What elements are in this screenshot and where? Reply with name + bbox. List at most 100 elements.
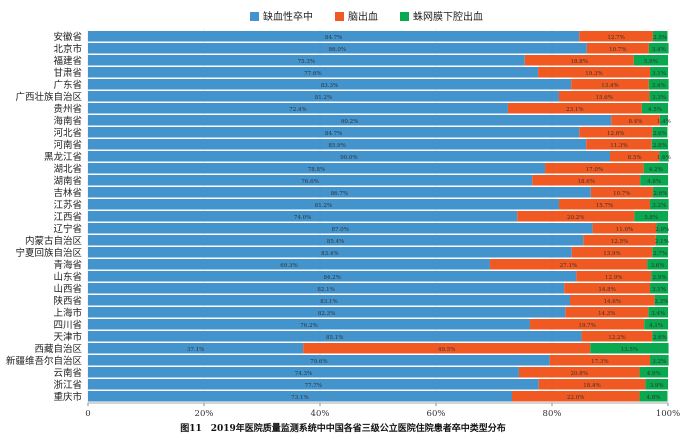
- bar-segment: [538, 67, 651, 78]
- data-label: 11.3%: [610, 143, 627, 149]
- bar-segment: [652, 127, 668, 138]
- data-label: 86.0%: [329, 47, 346, 53]
- data-label: 4.2%: [649, 167, 663, 173]
- data-label: 12.6%: [607, 131, 624, 137]
- category-label: 海南省: [53, 115, 82, 127]
- data-label: 4.5%: [648, 107, 662, 113]
- bar-segment: [88, 367, 519, 378]
- bar-segment: [586, 139, 652, 150]
- data-label: 14.3%: [598, 311, 615, 317]
- data-label: 81.2%: [315, 95, 332, 101]
- bar-segment: [507, 103, 642, 114]
- bar-segment: [571, 247, 653, 258]
- data-label: 12.7%: [607, 35, 624, 41]
- data-label: 2.3%: [654, 299, 668, 305]
- bar-segment: [88, 283, 565, 294]
- bar-segment: [579, 31, 653, 42]
- data-label: 85.9%: [328, 143, 345, 149]
- data-label: 10.7%: [609, 47, 626, 53]
- bar-segment: [571, 79, 649, 90]
- bar-segment: [648, 43, 669, 54]
- data-label: 3.6%: [651, 263, 665, 269]
- data-label: 14.8%: [598, 287, 615, 293]
- bar-segment: [640, 175, 668, 186]
- data-label: 79.6%: [310, 359, 327, 365]
- category-label: 陕西省: [53, 295, 82, 307]
- bar-segment: [88, 31, 580, 42]
- data-label: 73.1%: [291, 395, 308, 401]
- data-label: 2.0%: [655, 227, 669, 233]
- bar-segment: [654, 295, 668, 306]
- bar-segment: [643, 163, 668, 174]
- category-label: 北京市: [53, 43, 82, 55]
- bar-segment: [538, 379, 646, 390]
- legend-swatch: [250, 12, 259, 21]
- category-label: 广西壮族自治区: [15, 91, 82, 103]
- x-tick-label: 60%: [427, 409, 446, 419]
- bar-segment: [529, 319, 645, 330]
- category-label: 湖北省: [53, 163, 82, 175]
- data-label: 69.3%: [280, 263, 297, 269]
- category-label: 吉林省: [53, 187, 82, 199]
- legend-label: 缺血性卒中: [263, 10, 313, 23]
- data-label: 3.9%: [650, 383, 664, 389]
- bar-segment: [611, 115, 660, 126]
- category-label: 甘肃省: [53, 67, 82, 79]
- bar-segment: [88, 343, 304, 354]
- bar-segment: [88, 235, 584, 246]
- bar-segment: [639, 367, 668, 378]
- bar-segment: [511, 391, 640, 402]
- bar-segment: [581, 331, 653, 342]
- bar-segment: [88, 163, 546, 174]
- data-label: 2.1%: [655, 239, 669, 245]
- bar-segment: [518, 367, 640, 378]
- bar-segment: [648, 79, 669, 90]
- data-label: 75.3%: [298, 59, 315, 65]
- bar-segment: [558, 91, 650, 102]
- data-label: 15.7%: [596, 203, 613, 209]
- category-label: 福建省: [53, 55, 82, 67]
- bar-segment: [659, 151, 669, 162]
- data-label: 18.6%: [577, 179, 594, 185]
- category-label: 云南省: [53, 367, 82, 379]
- bar-segment: [88, 211, 518, 222]
- category-label: 内蒙古自治区: [25, 235, 83, 247]
- data-label: 83.1%: [320, 299, 337, 305]
- data-label: 74.0%: [294, 215, 311, 221]
- x-tick-label: 100%: [656, 409, 680, 419]
- data-label: 23.1%: [566, 107, 583, 113]
- category-label: 山东省: [53, 271, 82, 283]
- data-label: 3.1%: [652, 71, 666, 77]
- bar-segment: [558, 199, 651, 210]
- category-label: 辽宁省: [53, 223, 82, 235]
- bar-segment: [88, 175, 533, 186]
- bar-segment: [88, 103, 508, 114]
- data-label: 2.8%: [653, 143, 667, 149]
- bar-segment: [88, 355, 550, 366]
- bar-segment: [633, 55, 668, 66]
- bar-segment: [88, 79, 572, 90]
- bar-segment: [652, 187, 668, 198]
- bar-segment: [651, 271, 668, 282]
- data-label: 78.8%: [308, 167, 325, 173]
- category-label: 青海省: [53, 259, 82, 271]
- data-label: 5.9%: [644, 59, 658, 65]
- data-label: 81.2%: [315, 203, 332, 209]
- data-label: 20.8%: [571, 371, 588, 377]
- bar-segment: [88, 259, 490, 270]
- data-label: 4.9%: [647, 371, 661, 377]
- category-label: 湖南省: [53, 175, 82, 187]
- data-label: 12.9%: [605, 275, 622, 281]
- data-label: 8.5%: [628, 155, 642, 161]
- bar-segment: [634, 211, 668, 222]
- bar-segment: [88, 295, 570, 306]
- bar-segment: [650, 355, 669, 366]
- bar-segment: [545, 163, 644, 174]
- bar-segment: [659, 115, 668, 126]
- bar-segment: [88, 151, 610, 162]
- data-label: 90.2%: [341, 119, 358, 125]
- bar-segment: [88, 187, 591, 198]
- bar-segment: [652, 247, 668, 258]
- x-tick-label: 80%: [543, 409, 562, 419]
